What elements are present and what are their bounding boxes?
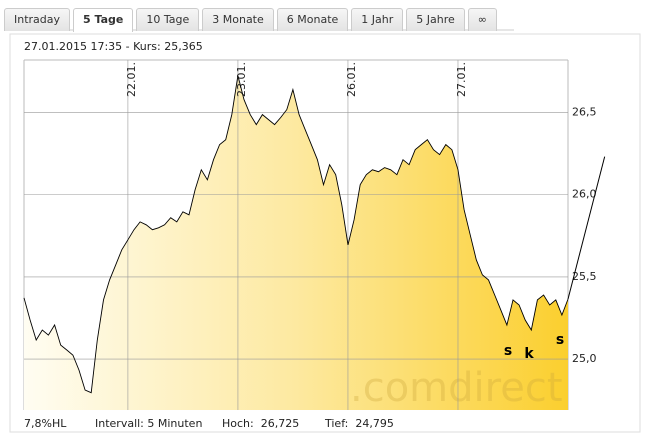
footer-interval: Intervall: 5 Minuten	[95, 417, 202, 430]
header: 27.01.2015 17:35 - Kurs: 25,365	[24, 40, 203, 53]
plot: .comdirect 25,0 25,5 26,0 26,5 22.01. 23.01. 26…	[23, 59, 606, 411]
tab[interactable]: 1 Jahr	[351, 8, 404, 31]
watermark: .comdirect	[350, 365, 563, 411]
tab[interactable]: 10 Tage	[136, 8, 200, 31]
tab-bar: Intraday 5 Tage 10 Tage 3 Monate 6 Monate 1 J…	[4, 8, 500, 32]
footer-low: Tief: 24,795	[324, 417, 394, 430]
x-tick-label: 26.01.	[345, 62, 358, 97]
annotation: s	[504, 343, 512, 359]
y-tick-label: 26,5	[572, 106, 597, 119]
area-fill	[24, 75, 568, 410]
tab[interactable]: 6 Monate	[276, 8, 349, 31]
tab[interactable]: Intraday	[4, 8, 71, 31]
footer-range: 7,8%HL	[24, 417, 67, 430]
tab[interactable]: ∞	[467, 8, 497, 31]
y-tick-label: 26,0	[572, 188, 597, 201]
x-tick-label: 27.01.	[455, 62, 468, 97]
tab[interactable]: 5 Tage	[73, 8, 134, 32]
x-tick-label: 22.01.	[125, 62, 138, 97]
tab[interactable]: 5 Jahre	[406, 8, 465, 31]
y-tick-label: 25,0	[572, 352, 597, 365]
trend-line	[567, 156, 606, 300]
annotation: k	[524, 346, 534, 362]
footer-high: Hoch: 26,725	[222, 417, 299, 430]
x-tick-label: 23.01.	[235, 62, 248, 97]
price-line	[23, 75, 569, 394]
y-tick-label: 25,5	[572, 270, 597, 283]
annotation: s	[556, 332, 564, 348]
tab[interactable]: 3 Monate	[202, 8, 274, 31]
